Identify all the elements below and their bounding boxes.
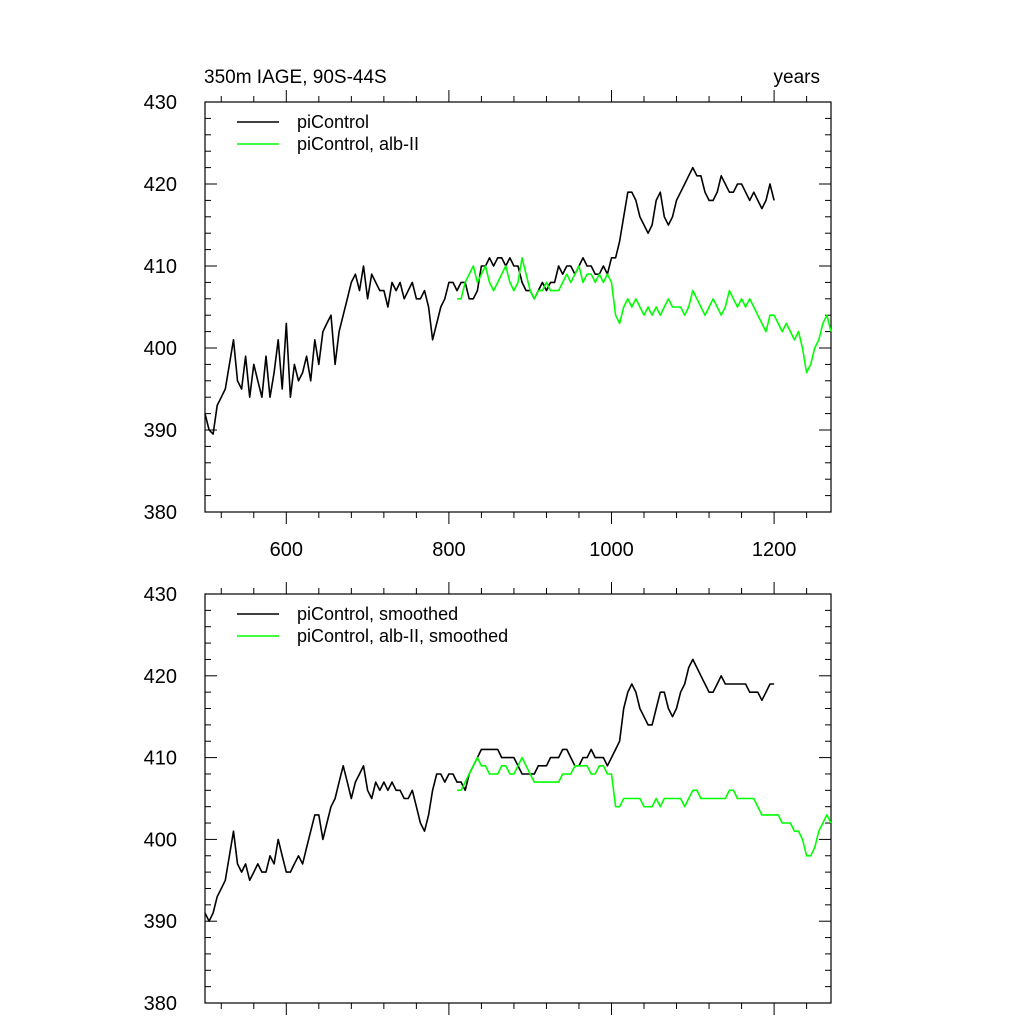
x-tick-label: 800: [432, 539, 465, 561]
legend-label-1: piControl, alb-II, smoothed: [297, 626, 508, 646]
title-right: years: [774, 67, 820, 88]
y-tick-label: 380: [144, 502, 177, 524]
y-tick-label: 410: [144, 748, 177, 770]
plot-frame: [204, 101, 832, 513]
y-tick-label: 410: [144, 256, 177, 278]
y-tick-label: 420: [144, 174, 177, 196]
top-panel: 380 390 400 410 420 430 600 800 1000 1200 piContro…: [144, 90, 832, 561]
bottom-panel: 380 390 400 410 420 430 piControl, smoothedpiC…: [144, 582, 832, 1015]
title-left: 350m IAGE, 90S-44S: [204, 67, 387, 88]
x-tick-label: 1000: [589, 539, 634, 561]
legend-label-1: piControl, alb-II: [297, 134, 419, 154]
series-line-1: [457, 257, 832, 374]
y-tick-label: 430: [144, 584, 177, 606]
y-tick-label: 390: [144, 420, 177, 442]
y-tick-label: 430: [144, 92, 177, 114]
y-tick-label: 420: [144, 666, 177, 688]
legend-label-0: piControl, smoothed: [297, 604, 458, 624]
y-tick-label: 390: [144, 911, 177, 933]
legend-label-0: piControl: [297, 112, 369, 132]
x-tick-label: 600: [270, 539, 303, 561]
y-tick-label: 400: [144, 829, 177, 851]
plot-frame: [204, 593, 832, 1004]
y-tick-label: 380: [144, 993, 177, 1015]
y-tick-label: 400: [144, 338, 177, 360]
series-line-1: [457, 756, 832, 857]
series-line-0: [204, 658, 775, 922]
series-line-0: [204, 166, 775, 435]
x-tick-label: 1200: [752, 539, 797, 561]
